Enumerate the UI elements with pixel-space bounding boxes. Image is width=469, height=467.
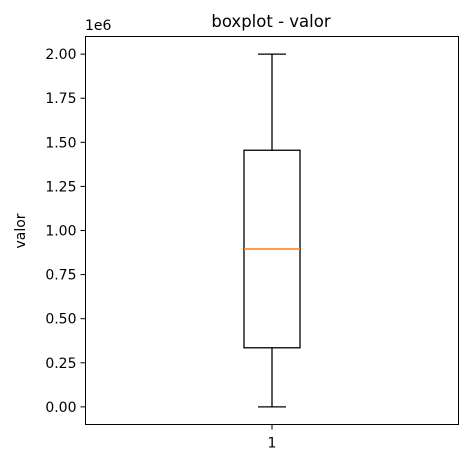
y-tick-label: 1.50: [45, 135, 76, 151]
y-axis-ticks: 0.00 0.25 0.50 0.75 1.00 1.25 1.50 1.75 2.00: [45, 47, 86, 416]
x-tick-label: 1: [268, 436, 277, 452]
y-tick-label: 0.50: [45, 312, 76, 328]
y-axis-label: valor: [13, 213, 29, 248]
y-tick-label: 1.00: [45, 224, 76, 240]
y-tick-label: 0.00: [45, 400, 76, 416]
chart-title: boxplot - valor: [211, 12, 330, 31]
y-offset-label: 1e6: [85, 18, 112, 34]
y-tick-label: 1.25: [45, 179, 76, 195]
plot-frame: [85, 36, 459, 425]
y-tick-label: 1.75: [45, 91, 76, 107]
y-tick-label: 2.00: [45, 47, 76, 63]
y-tick-label: 0.75: [45, 268, 76, 284]
y-tick-label: 0.25: [45, 356, 76, 372]
x-axis-ticks: 1: [268, 424, 277, 452]
box-group: [243, 53, 301, 408]
